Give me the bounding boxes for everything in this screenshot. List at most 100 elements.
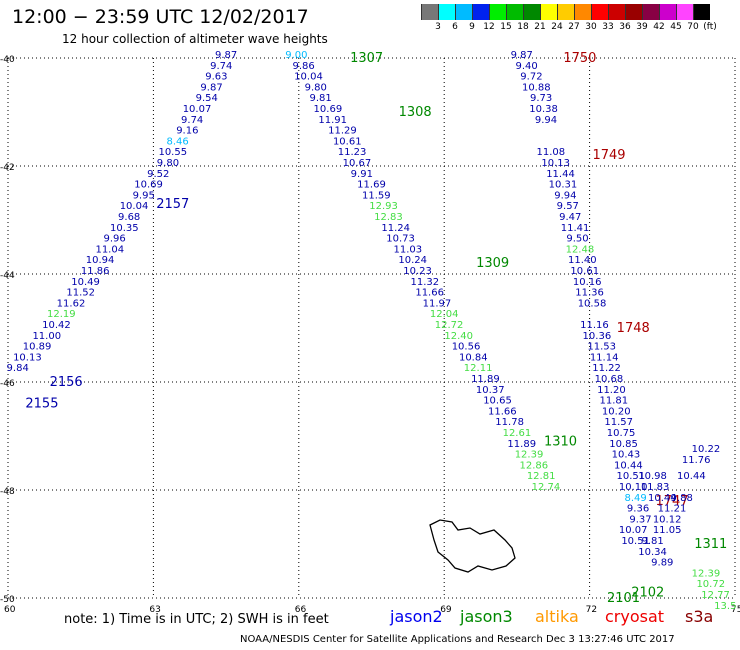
wave-height-value: 10.22 (692, 444, 721, 455)
wave-height-value: 9.40 (515, 61, 537, 72)
lon-tick-label: 60 (4, 605, 16, 615)
wave-height-value: 11.52 (66, 288, 95, 299)
wave-height-value: 11.40 (568, 255, 597, 266)
wave-height-value: 11.14 (590, 352, 619, 363)
wave-height-value: 11.86 (81, 266, 110, 277)
wave-height-value: 12.19 (47, 309, 76, 320)
lat-tick-label: -48 (0, 487, 15, 497)
wave-height-value: 10.13 (13, 352, 42, 363)
wave-height-value: 9.81 (309, 93, 331, 104)
wave-height-value: 9.87 (200, 82, 222, 93)
wave-height-value: 10.73 (386, 234, 415, 245)
wave-height-value: 10.31 (549, 180, 578, 191)
colorbar-label: 3 (435, 22, 441, 32)
pass-number-label: 2157 (156, 197, 189, 212)
wave-height-value: 11.08 (537, 147, 566, 158)
wave-height-value: 9.54 (196, 93, 218, 104)
colorbar-label: (ft) (703, 22, 717, 32)
legend-cryosat: cryosat (605, 607, 665, 626)
colorbar-label: 33 (602, 22, 614, 32)
wave-height-value: 10.10 (619, 482, 648, 493)
wave-height-value: 10.61 (333, 136, 362, 147)
wave-height-value: 8.49 (625, 493, 647, 504)
colorbar-swatch (608, 4, 625, 20)
wave-height-value: 10.65 (483, 396, 512, 407)
wave-height-value: 10.89 (23, 342, 52, 353)
wave-height-value: 9.96 (103, 234, 125, 245)
wave-height-value: 12.61 (503, 428, 532, 439)
wave-height-value: 10.04 (294, 72, 323, 83)
wave-height-value: 12.40 (444, 331, 473, 342)
wave-height-value: 11.22 (592, 363, 621, 374)
wave-height-value: 10.24 (398, 255, 427, 266)
wave-height-value: 10.37 (476, 385, 505, 396)
wave-height-value: 10.49 (71, 277, 100, 288)
colorbar-label: 21 (534, 22, 546, 32)
lon-tick-label: 66 (295, 605, 307, 615)
colorbar-label: 70 (687, 22, 699, 32)
wave-height-value: 10.55 (158, 147, 187, 158)
colorbar-label: 6 (452, 22, 458, 32)
wave-height-value: 9.00 (285, 50, 307, 61)
legend-altika: altika (535, 607, 579, 626)
colorbar-swatch (438, 4, 455, 20)
wave-height-value: 12.39 (515, 450, 544, 461)
wave-height-value: 10.51 (621, 536, 650, 547)
wave-height-value: 11.21 (658, 504, 687, 515)
pass-number-label: 2155 (25, 397, 58, 412)
wave-height-value: 11.89 (471, 374, 500, 385)
pass-number-label: 1310 (544, 434, 577, 449)
colorbar-swatch (455, 4, 472, 20)
wave-height-value: 9.57 (557, 201, 579, 212)
wave-height-value: 11.78 (495, 417, 524, 428)
wave-height-value: 9.86 (293, 61, 315, 72)
wave-height-value: 12.72 (435, 320, 464, 331)
colorbar-swatch (693, 4, 710, 20)
wave-height-value: 12.77 (701, 590, 730, 601)
wave-height-value: 10.42 (42, 320, 71, 331)
wave-height-value: 10.07 (183, 104, 212, 115)
pass-number-label: 1308 (399, 105, 432, 120)
legend-s3a: s3a (685, 607, 714, 626)
wave-height-value: 9.94 (535, 115, 557, 126)
colorbar-label: 45 (670, 22, 682, 32)
wave-height-value: 11.57 (604, 417, 633, 428)
wave-height-value: 12.83 (374, 212, 403, 223)
pass-number-label: 1309 (476, 256, 509, 271)
wave-height-value: 11.53 (587, 342, 616, 353)
pass-number-label: 1747 (655, 494, 688, 509)
pass-number-label: 1311 (694, 537, 727, 552)
wave-height-value: 10.20 (602, 406, 631, 417)
lat-tick-label: -40 (0, 55, 15, 65)
colorbar-label: 27 (568, 22, 580, 32)
wave-height-value: 9.95 (133, 190, 155, 201)
wave-height-value: 10.44 (614, 460, 643, 471)
wave-height-value: 11.59 (362, 190, 391, 201)
wave-height-value: 10.98 (638, 471, 667, 482)
wave-height-value: 8.46 (167, 136, 189, 147)
wave-height-value: 11.05 (653, 525, 682, 536)
pass-number-label: 2156 (50, 375, 83, 390)
wave-height-value: 11.00 (32, 331, 61, 342)
wave-height-value: 10.67 (343, 158, 372, 169)
wave-height-value: 9.16 (176, 126, 198, 137)
wave-height-value: 11.83 (641, 482, 670, 493)
colorbar-swatch (540, 4, 557, 20)
wave-height-value: 10.23 (403, 266, 432, 277)
pass-number-label: 1748 (617, 321, 650, 336)
lat-tick-label: -42 (0, 163, 15, 173)
lat-tick-label: -44 (0, 271, 15, 281)
colorbar-label: 39 (636, 22, 648, 32)
colorbar-swatch (523, 4, 540, 20)
wave-height-value: 11.20 (597, 385, 626, 396)
wave-height-value: 9.94 (554, 190, 576, 201)
wave-height-value: 11.91 (318, 115, 347, 126)
wave-height-value: 11.29 (328, 126, 357, 137)
wave-height-value: 9.63 (205, 72, 227, 83)
wave-height-value: 9.74 (210, 61, 232, 72)
wave-height-value: 10.43 (612, 450, 641, 461)
wave-height-value: 9.91 (351, 169, 373, 180)
wave-height-value: 11.97 (423, 298, 452, 309)
wave-height-value: 9.81 (641, 536, 663, 547)
